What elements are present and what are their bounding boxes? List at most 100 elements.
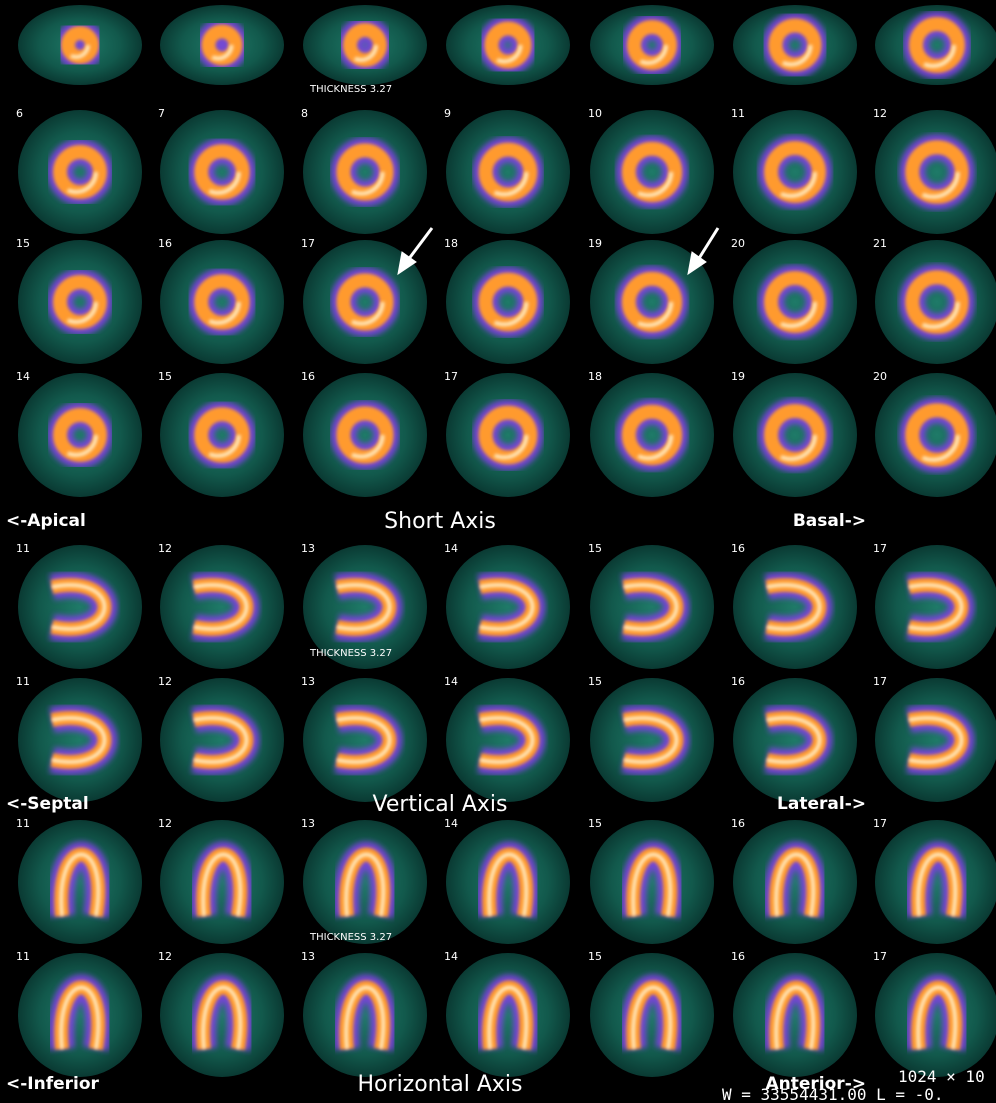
scan-slice [303,5,427,85]
slice-background [160,678,284,802]
scan-slice [303,110,427,234]
slice-background [875,545,996,669]
slice-background [733,240,857,364]
slice-background [18,820,142,944]
slice-number: 16 [731,950,745,963]
slice-background [733,953,857,1077]
scan-slice [446,373,570,497]
slice-number: 15 [588,675,602,688]
scan-slice [446,820,570,944]
slice-background [160,820,284,944]
slice-background [160,373,284,497]
slice-number: 16 [731,675,745,688]
slice-number: 14 [444,950,458,963]
slice-number: 11 [16,817,30,830]
slice-background [733,820,857,944]
thickness: THICKNESS 3.27 [309,648,392,659]
axis-title: Short Axis [384,509,496,534]
scan-slice [18,240,142,364]
scan-slice [160,110,284,234]
slice-number: 15 [588,950,602,963]
slice-background [160,545,284,669]
slice-background [875,373,996,497]
slice-number: 12 [873,107,887,120]
slice-background [733,545,857,669]
slice-background [590,678,714,802]
slice-background [18,545,142,669]
slice-number: 17 [873,950,887,963]
slice-background [18,240,142,364]
scan-slice [875,820,996,944]
scan-slice [18,820,142,944]
slice-background [303,110,427,234]
scan-slice [733,953,857,1077]
scan-slice [160,545,284,669]
scan-slice [733,5,857,85]
scan-slice [446,5,570,85]
matrix-size: 1024 × 10 [898,1067,985,1086]
scan-slice [160,5,284,85]
scan-slice [18,953,142,1077]
slice-background [446,240,570,364]
scan-slice [446,110,570,234]
left-direction: <-Inferior [6,1074,100,1094]
scan-slice [446,545,570,669]
slice-number: 16 [731,817,745,830]
slice-number: 17 [444,370,458,383]
scan-slice [875,953,996,1077]
scan-slice [160,373,284,497]
slice-number: 11 [16,950,30,963]
slice-number: 19 [588,237,602,250]
scan-slice [875,545,996,669]
slice-number: 18 [588,370,602,383]
scan-slice [160,820,284,944]
scan-slice [875,678,996,802]
scan-slice [590,953,714,1077]
slice-number: 16 [731,542,745,555]
slice-number: 20 [873,370,887,383]
left-direction: <-Septal [6,794,89,814]
scan-slice [18,678,142,802]
scan-slice [303,678,427,802]
slice-number: 11 [731,107,745,120]
thickness: THICKNESS 3.27 [309,932,392,943]
slice-background [303,373,427,497]
scan-slice [733,373,857,497]
scan-slice [733,110,857,234]
slice-number: 6 [16,107,23,120]
slice-number: 17 [301,237,315,250]
slice-background [446,110,570,234]
slice-number: 8 [301,107,308,120]
scan-slice [733,678,857,802]
slice-number: 15 [588,542,602,555]
scan-slice [303,953,427,1077]
slice-background [446,678,570,802]
slice-background [590,110,714,234]
slice-number: 12 [158,817,172,830]
axis-title: Vertical Axis [373,792,508,817]
scan-slice [303,820,427,944]
slice-background [590,953,714,1077]
scan-slice [446,240,570,364]
slice-background [18,678,142,802]
slice-background [160,953,284,1077]
scan-slice [590,678,714,802]
slice-number: 21 [873,237,887,250]
slice-number: 14 [444,675,458,688]
scan-slice [160,240,284,364]
slice-background [590,373,714,497]
slice-number: 7 [158,107,165,120]
scan-slice [590,5,714,85]
slice-number: 16 [158,237,172,250]
slice-number: 17 [873,542,887,555]
scan-slice [590,110,714,234]
slice-number: 15 [158,370,172,383]
slice-number: 20 [731,237,745,250]
slice-background [446,953,570,1077]
scan-slice [590,820,714,944]
scan-slice [590,373,714,497]
slice-background [875,678,996,802]
scan-slice [303,373,427,497]
scan-slice [875,5,996,85]
slice-number: 13 [301,542,315,555]
